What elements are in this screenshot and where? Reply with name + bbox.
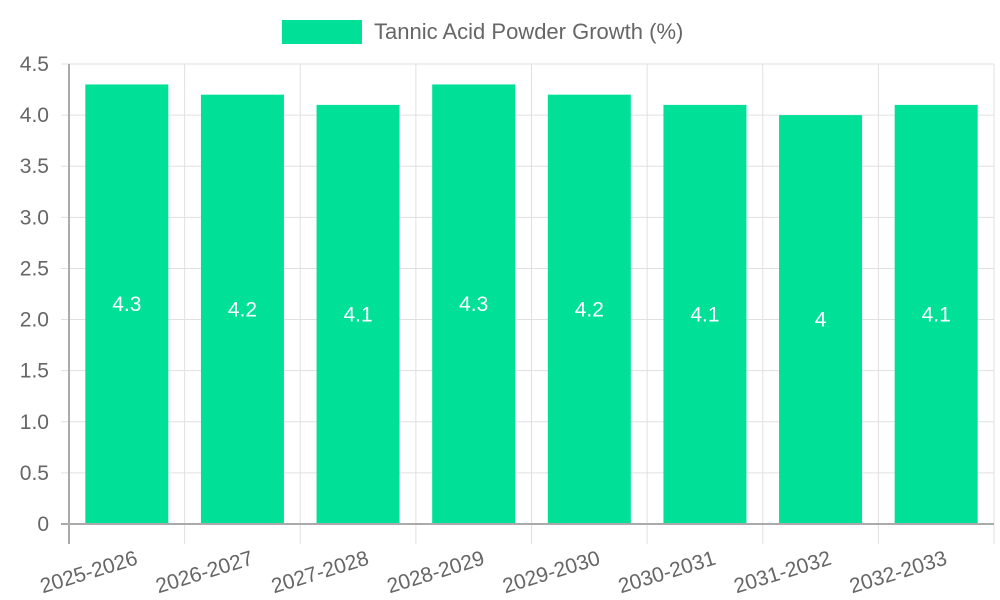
- y-tick-label: 0.5: [20, 462, 49, 485]
- x-tick-label: 2025-2026: [38, 547, 141, 598]
- y-tick-label: 4.0: [20, 104, 49, 127]
- x-tick-label: 2030-2031: [616, 547, 719, 598]
- chart-legend[interactable]: Tannic Acid Powder Growth (%): [282, 19, 684, 44]
- x-tick-label: 2026-2027: [153, 547, 256, 598]
- bar[interactable]: [316, 104, 400, 524]
- legend-swatch: [282, 20, 362, 44]
- bar-value-label: 4.1: [690, 303, 719, 326]
- bar[interactable]: [200, 94, 284, 525]
- y-tick-label: 2.5: [20, 257, 49, 280]
- bar-value-label: 4.2: [228, 298, 257, 321]
- bar-value-label: 4.2: [575, 298, 604, 321]
- bar-value-label: 4.1: [343, 303, 372, 326]
- x-tick-label: 2028-2029: [384, 547, 487, 598]
- y-tick-label: 3.5: [20, 155, 49, 178]
- x-tick-label: 2027-2028: [269, 547, 372, 598]
- bar[interactable]: [432, 84, 516, 524]
- bar[interactable]: [85, 84, 169, 524]
- bar-value-label: 4.3: [459, 293, 488, 316]
- y-tick-label: 4.5: [20, 53, 49, 76]
- x-tick-label: 2032-2033: [847, 547, 950, 598]
- x-tick-label: 2031-2032: [731, 547, 834, 598]
- y-tick-label: 0: [37, 513, 49, 536]
- bar-value-label: 4.3: [112, 293, 141, 316]
- bar[interactable]: [547, 94, 631, 525]
- x-tick-label: 2029-2030: [500, 547, 603, 598]
- bar[interactable]: [663, 104, 747, 524]
- y-tick-label: 3.0: [20, 206, 49, 229]
- y-tick-label: 1.5: [20, 360, 49, 383]
- y-tick-label: 1.0: [20, 411, 49, 434]
- bar[interactable]: [779, 115, 863, 524]
- bar[interactable]: [894, 104, 978, 524]
- bar-value-label: 4.1: [922, 303, 951, 326]
- bar-value-label: 4: [815, 309, 827, 332]
- y-tick-label: 2.0: [20, 309, 49, 332]
- legend-label: Tannic Acid Powder Growth (%): [374, 19, 684, 44]
